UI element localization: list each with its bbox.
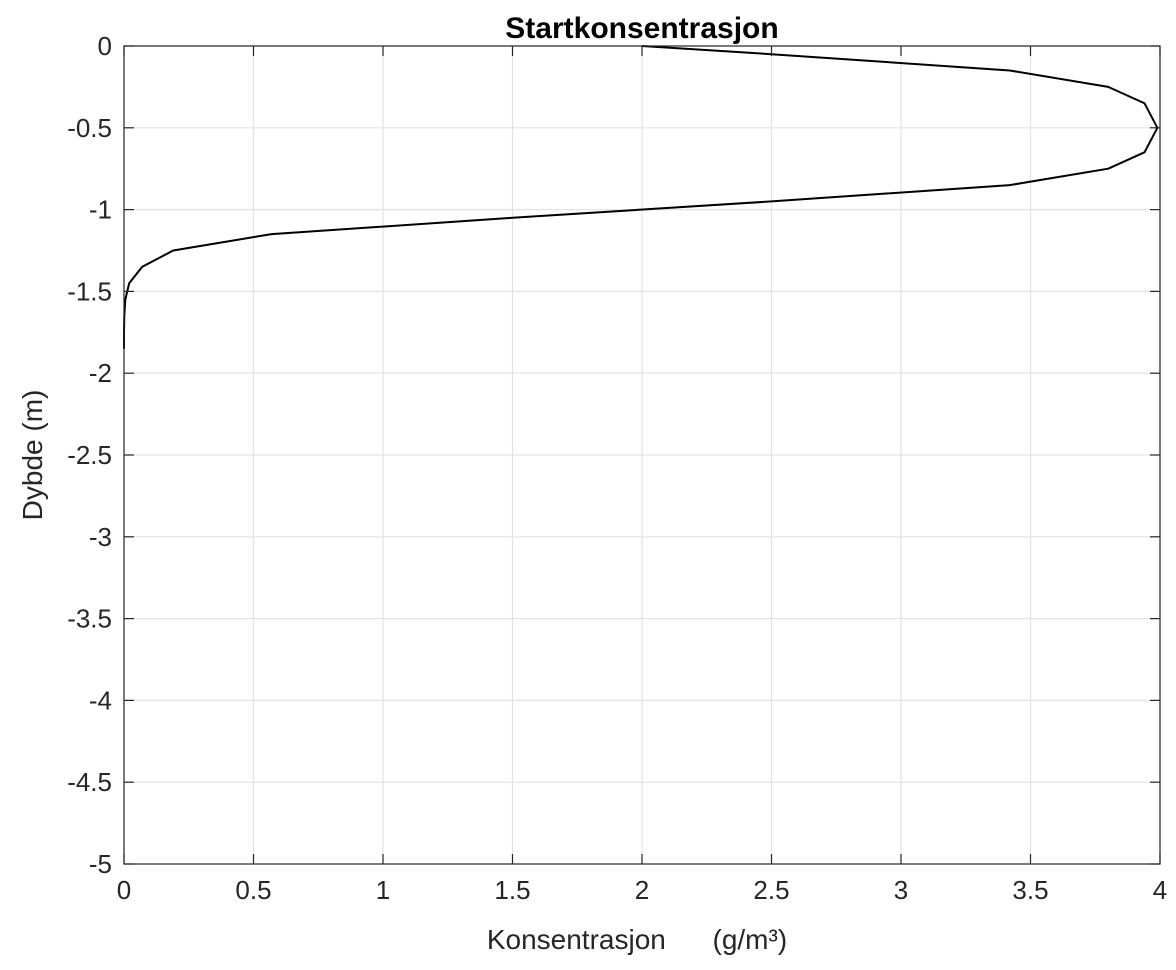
x-tick-label: 3.5: [1012, 875, 1048, 905]
y-tick-label: 0: [98, 31, 112, 61]
x-tick-label: 4: [1153, 875, 1167, 905]
x-axis-label: Konsentrasjon (g/m³): [487, 924, 787, 955]
chart-title: Startkonsentrasjon: [505, 12, 778, 45]
y-axis-label: Dybde (m): [17, 390, 48, 521]
y-tick-label: -5: [89, 849, 112, 879]
y-tick-label: -0.5: [67, 113, 112, 143]
y-tick-label: -3: [89, 522, 112, 552]
x-tick-label: 2: [635, 875, 649, 905]
series-group: [123, 45, 1159, 349]
y-tick-label: -2.5: [67, 440, 112, 470]
x-tick-label: 1: [376, 875, 390, 905]
x-tick-label: 0.5: [235, 875, 271, 905]
x-tick-label: 1.5: [494, 875, 530, 905]
y-tick-label: -1.5: [67, 276, 112, 306]
y-tick-label: -2: [89, 358, 112, 388]
y-tick-label: -1: [89, 195, 112, 225]
y-tick-label: -3.5: [67, 604, 112, 634]
x-tick-label: 2.5: [753, 875, 789, 905]
ticks: 0 0.5 1 1.5 2 2.5 3 3.5 4 0 -0.5 -1 -1.5 -2 -2.5 -3 -3.5…: [67, 31, 1167, 905]
concentration-profile-line: [123, 45, 1159, 349]
y-tick-label: -4: [89, 685, 112, 715]
y-tick-label: -4.5: [67, 767, 112, 797]
x-tick-label: 3: [894, 875, 908, 905]
x-tick-label: 0: [117, 875, 131, 905]
